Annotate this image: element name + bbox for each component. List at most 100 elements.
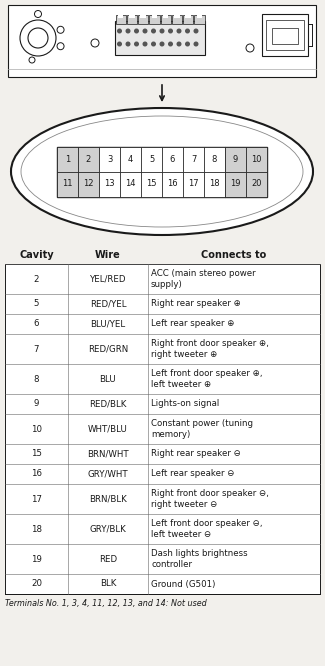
Text: GRY/BLK: GRY/BLK bbox=[90, 525, 126, 533]
Bar bbox=[172, 15, 182, 24]
Bar bbox=[162, 172, 183, 196]
Bar bbox=[57, 147, 99, 196]
Text: 17: 17 bbox=[31, 494, 42, 503]
Text: Left rear speaker ⊖: Left rear speaker ⊖ bbox=[151, 470, 235, 478]
Text: 13: 13 bbox=[104, 180, 115, 188]
Text: Dash lights brightness
controller: Dash lights brightness controller bbox=[151, 549, 248, 569]
Bar bbox=[118, 15, 124, 18]
Text: Lights-on signal: Lights-on signal bbox=[151, 400, 219, 408]
Text: YEL/RED: YEL/RED bbox=[90, 274, 126, 284]
Circle shape bbox=[169, 42, 172, 46]
Circle shape bbox=[143, 42, 147, 46]
Bar bbox=[5, 414, 320, 444]
Circle shape bbox=[246, 44, 254, 52]
Text: BLU/YEL: BLU/YEL bbox=[90, 320, 125, 328]
Bar bbox=[115, 21, 205, 55]
Bar bbox=[204, 147, 225, 172]
Bar bbox=[174, 15, 180, 18]
Text: BRN/WHT: BRN/WHT bbox=[87, 450, 129, 458]
Bar bbox=[246, 172, 267, 196]
Text: Connects to: Connects to bbox=[202, 250, 266, 260]
Circle shape bbox=[152, 29, 155, 33]
Circle shape bbox=[57, 26, 64, 33]
Bar bbox=[138, 15, 148, 24]
Circle shape bbox=[91, 39, 99, 47]
Bar bbox=[120, 172, 141, 196]
Text: 12: 12 bbox=[83, 180, 94, 188]
Text: 18: 18 bbox=[209, 180, 220, 188]
Bar bbox=[5, 334, 320, 364]
Bar bbox=[5, 294, 320, 314]
Text: Right rear speaker ⊖: Right rear speaker ⊖ bbox=[151, 450, 241, 458]
Bar bbox=[5, 264, 320, 294]
Bar bbox=[78, 172, 99, 196]
Circle shape bbox=[57, 43, 64, 50]
Text: WHT/BLU: WHT/BLU bbox=[88, 424, 128, 434]
Bar bbox=[5, 314, 320, 334]
Bar bbox=[151, 15, 157, 18]
Bar bbox=[99, 172, 120, 196]
Text: 6: 6 bbox=[170, 155, 175, 163]
Circle shape bbox=[135, 29, 138, 33]
Bar bbox=[140, 15, 146, 18]
Circle shape bbox=[160, 29, 164, 33]
Bar bbox=[5, 574, 320, 594]
Circle shape bbox=[160, 42, 164, 46]
Text: 16: 16 bbox=[167, 180, 178, 188]
Circle shape bbox=[126, 42, 130, 46]
Text: Ground (G501): Ground (G501) bbox=[151, 579, 215, 589]
Bar bbox=[161, 15, 171, 24]
Text: Terminals No. 1, 3, 4, 11, 12, 13, and 14: Not used: Terminals No. 1, 3, 4, 11, 12, 13, and 1… bbox=[5, 599, 207, 608]
Bar bbox=[141, 172, 162, 196]
Text: RED/YEL: RED/YEL bbox=[90, 300, 126, 308]
Bar bbox=[5, 544, 320, 574]
Bar bbox=[57, 172, 78, 196]
Text: RED/GRN: RED/GRN bbox=[88, 344, 128, 354]
Bar bbox=[246, 147, 267, 172]
Text: BLU: BLU bbox=[100, 374, 116, 384]
Text: 9: 9 bbox=[34, 400, 39, 408]
Bar bbox=[225, 147, 246, 172]
Text: 3: 3 bbox=[107, 155, 112, 163]
Text: 9: 9 bbox=[233, 155, 238, 163]
Text: 14: 14 bbox=[125, 180, 136, 188]
Text: 4: 4 bbox=[128, 155, 133, 163]
Bar bbox=[5, 464, 320, 484]
Text: 10: 10 bbox=[251, 155, 262, 163]
Bar bbox=[99, 147, 120, 172]
Text: 15: 15 bbox=[31, 450, 42, 458]
Text: 18: 18 bbox=[31, 525, 42, 533]
Bar bbox=[149, 15, 160, 24]
Text: Right front door speaker ⊕,
right tweeter ⊕: Right front door speaker ⊕, right tweete… bbox=[151, 339, 269, 359]
Text: 1: 1 bbox=[65, 155, 70, 163]
Bar bbox=[5, 264, 320, 594]
Text: Wire: Wire bbox=[95, 250, 121, 260]
Bar bbox=[5, 444, 320, 464]
Text: BLK: BLK bbox=[100, 579, 116, 589]
Circle shape bbox=[194, 42, 198, 46]
Bar bbox=[127, 15, 137, 24]
Circle shape bbox=[177, 42, 181, 46]
Text: 15: 15 bbox=[146, 180, 157, 188]
Text: 19: 19 bbox=[230, 180, 241, 188]
Text: 5: 5 bbox=[149, 155, 154, 163]
Bar bbox=[5, 484, 320, 514]
Ellipse shape bbox=[11, 108, 313, 235]
Text: Right rear speaker ⊕: Right rear speaker ⊕ bbox=[151, 300, 241, 308]
Bar bbox=[99, 147, 225, 196]
Bar bbox=[5, 394, 320, 414]
Bar bbox=[5, 364, 320, 394]
Circle shape bbox=[126, 29, 130, 33]
Text: 20: 20 bbox=[251, 180, 262, 188]
Bar bbox=[197, 15, 202, 18]
Bar bbox=[120, 147, 141, 172]
Text: BRN/BLK: BRN/BLK bbox=[89, 494, 127, 503]
Text: Constant power (tuning
memory): Constant power (tuning memory) bbox=[151, 419, 253, 439]
Text: RED/BLK: RED/BLK bbox=[89, 400, 127, 408]
Circle shape bbox=[20, 20, 56, 56]
Text: 17: 17 bbox=[188, 180, 199, 188]
Bar bbox=[183, 172, 204, 196]
Text: ACC (main stereo power
supply): ACC (main stereo power supply) bbox=[151, 269, 256, 289]
Circle shape bbox=[152, 42, 155, 46]
Bar bbox=[129, 15, 135, 18]
